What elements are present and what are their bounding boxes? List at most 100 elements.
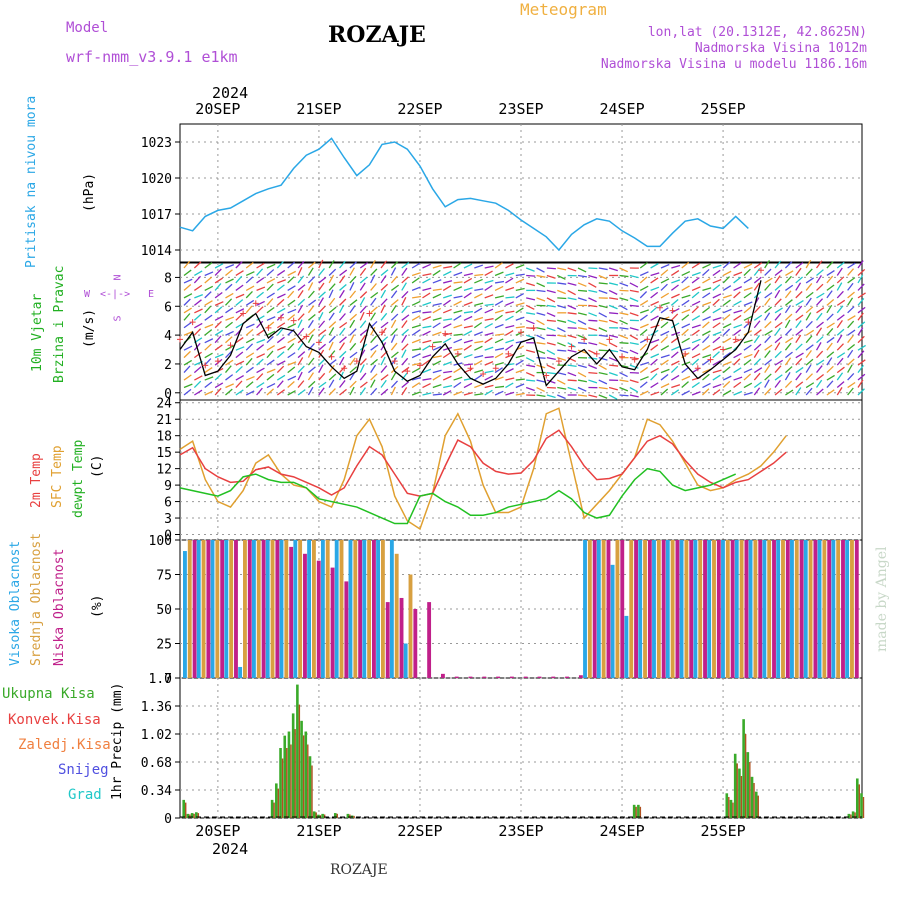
wind-arrow	[619, 386, 629, 392]
wind-arrow	[526, 379, 536, 382]
wind-arrow	[525, 319, 535, 325]
wind-arrow	[349, 290, 357, 299]
wind-arrow	[525, 357, 535, 363]
wind-arrow	[619, 304, 628, 311]
high-cloud-bar	[348, 540, 353, 678]
wind-arrow	[795, 387, 802, 396]
top-year-label: 2024	[212, 84, 249, 102]
wind-arrow	[370, 306, 378, 314]
high-cloud-bar	[817, 540, 822, 678]
low-cloud-bar	[565, 676, 570, 678]
wind-arrow	[443, 265, 453, 269]
bottom-date-label: 20SEP	[195, 822, 240, 840]
wind-arrow	[712, 369, 722, 374]
low-cloud-bar	[509, 676, 514, 678]
wind-arrow	[214, 373, 223, 381]
wind-arrow	[297, 319, 303, 329]
wind-arrow	[484, 361, 494, 366]
wind-arrow	[733, 376, 743, 381]
wind-arrow	[608, 386, 619, 391]
wind-arrow	[691, 338, 701, 344]
compass-east: E	[148, 289, 155, 300]
wind-arrow	[505, 382, 514, 389]
wind-arrow	[474, 307, 483, 314]
wind-arrow	[567, 282, 577, 286]
wind-arrow	[390, 275, 398, 284]
wind-arrow	[629, 334, 639, 341]
wind-arrow	[328, 268, 337, 276]
wind-arrow	[639, 276, 648, 284]
wind-arrow	[183, 284, 192, 291]
wind-arrow	[411, 310, 422, 314]
high-cloud-bar	[224, 540, 229, 678]
total-precip-bar	[321, 813, 324, 818]
legend-hail: Grad	[68, 787, 102, 803]
wind-arrow	[422, 301, 432, 306]
wind-arrow	[463, 287, 473, 292]
wind-arrow	[784, 304, 791, 314]
wind-arrow	[224, 365, 232, 374]
wind-arrow	[380, 356, 386, 366]
wind-arrow	[359, 311, 365, 321]
wind-arrow	[546, 379, 556, 384]
wind-arrow	[650, 286, 660, 292]
wind-arrow	[619, 342, 629, 344]
wind-gust-marker	[619, 353, 626, 360]
wind-arrow	[795, 291, 803, 299]
wind-arrow	[567, 349, 577, 353]
total-precip-bar	[182, 799, 186, 818]
wind-arrow	[857, 274, 864, 284]
wind-arrow	[733, 286, 743, 292]
wind-arrow	[183, 331, 193, 336]
wind-arrow	[194, 322, 203, 329]
wind-arrow	[774, 336, 783, 344]
wind-arrow	[691, 271, 701, 277]
t2m-temp-line	[179, 429, 787, 497]
wind-arrow	[515, 359, 524, 366]
wind-arrow	[805, 382, 815, 389]
wind-arrow	[505, 315, 514, 321]
wind-arrow	[691, 367, 701, 374]
wind-arrow	[577, 394, 588, 397]
wind-arrow	[463, 277, 473, 284]
wind-arrow	[266, 388, 274, 396]
wind-arrow	[577, 372, 587, 378]
wind-arrow	[401, 349, 407, 358]
wind-arrow	[484, 279, 494, 284]
wind-arrow	[225, 316, 235, 321]
wind-arrow	[235, 374, 244, 381]
wind-arrow	[204, 323, 214, 329]
location-title: ROZAJE	[328, 22, 426, 48]
wind-arrow	[815, 379, 823, 388]
wind-arrow	[588, 289, 598, 293]
wind-arrow	[349, 372, 356, 381]
wind-arrow	[411, 272, 421, 277]
wind-arrow	[193, 351, 202, 359]
wind-arrow	[681, 276, 689, 284]
wind-arrow	[287, 270, 297, 277]
wind-arrow	[474, 340, 484, 344]
total-precip-bar	[750, 776, 754, 818]
wind-arrow	[370, 364, 377, 373]
wind-arrow	[629, 364, 639, 369]
cloud-tick-label: 25	[156, 638, 172, 653]
wind-arrow	[307, 267, 314, 276]
wind-arrow	[256, 300, 265, 306]
wind-arrow	[390, 334, 396, 343]
wind-arrow	[546, 349, 556, 355]
wind-arrow	[681, 347, 691, 351]
low-cloud-bar	[523, 676, 528, 678]
wind-arrow	[847, 381, 856, 389]
mid-cloud-bar	[187, 540, 192, 678]
wind-arrow	[359, 282, 366, 291]
wind-arrow	[411, 367, 421, 374]
high-cloud-bar	[748, 540, 753, 678]
wind-arrow	[256, 262, 265, 269]
wind-arrow	[432, 322, 441, 329]
wind-arrow	[256, 286, 266, 292]
wind-arrow	[743, 287, 753, 292]
wind-arrow	[515, 287, 525, 292]
total-precip-bar	[754, 791, 758, 818]
wind-arrow	[753, 320, 761, 329]
wind-arrow	[650, 339, 660, 344]
